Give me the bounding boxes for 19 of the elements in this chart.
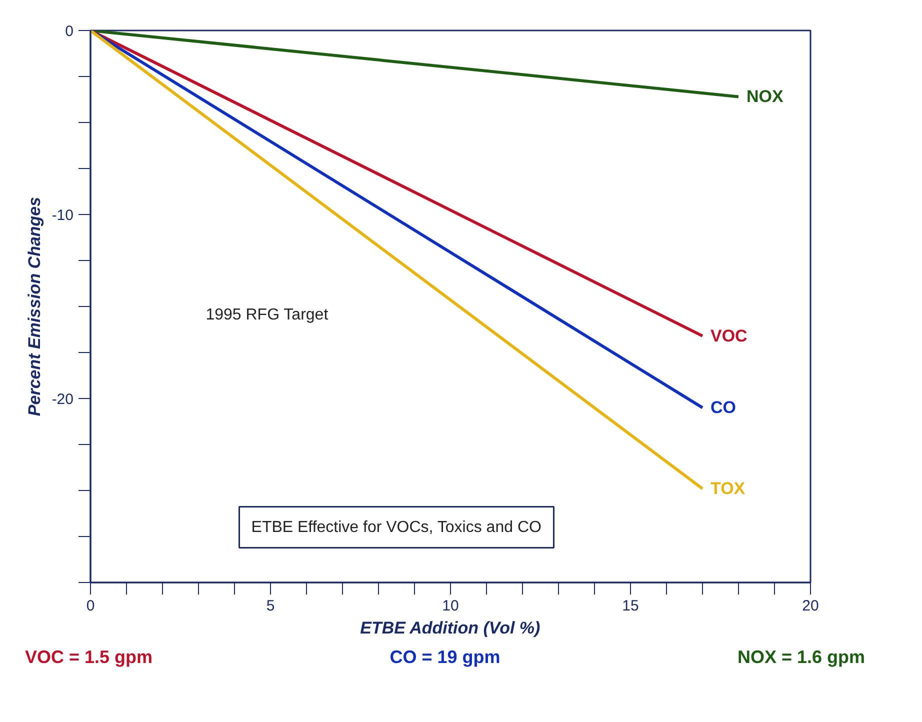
annotation: ETBE Effective for VOCs, Toxics and CO: [251, 518, 542, 536]
series-label: CO: [710, 398, 736, 418]
y-tick-label: -10: [52, 207, 74, 224]
text: NOX = 1.6 gpm: [737, 646, 865, 669]
y-axis-title: Percent Emission Changes: [24, 196, 44, 416]
x-tick-label: 5: [266, 598, 275, 614]
x-axis-title: ETBE Addition (Vol %): [360, 618, 541, 638]
y-tick-label: 0: [65, 23, 74, 40]
x-tick-label: 20: [802, 598, 819, 614]
series-label: VOC: [710, 326, 748, 346]
annotation: 1995 RFG Target: [206, 306, 329, 324]
x-tick-label: 10: [442, 598, 459, 614]
series-label: NOX: [746, 87, 784, 106]
x-tick-label: 0: [86, 598, 95, 614]
text: VOC = 1.5 gpm: [25, 646, 153, 669]
x-tick-label: 15: [622, 598, 639, 614]
text: CO = 19 gpm: [390, 646, 500, 669]
y-tick-label: -20: [52, 391, 74, 408]
series-label: TOX: [710, 479, 746, 498]
